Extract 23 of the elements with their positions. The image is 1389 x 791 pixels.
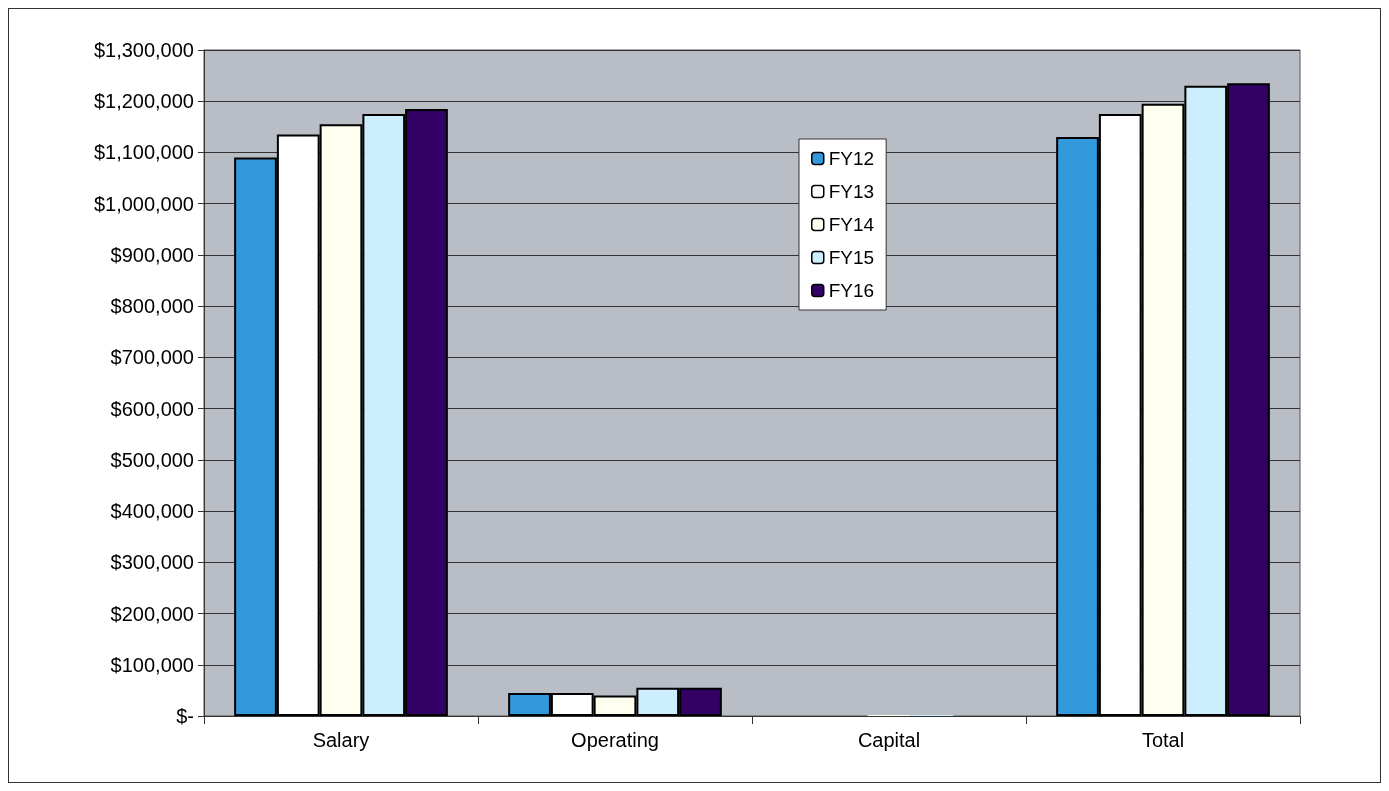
y-tick-label: $1,000,000 xyxy=(93,192,194,215)
y-tick-label: $200,000 xyxy=(110,602,194,625)
legend-label: FY13 xyxy=(828,181,875,202)
y-tick-label: $300,000 xyxy=(110,551,194,574)
y-tick-label: $1,300,000 xyxy=(93,39,194,61)
legend-label: FY14 xyxy=(828,214,875,235)
legend-label: FY16 xyxy=(828,280,875,301)
y-tick-label: $1,100,000 xyxy=(93,141,194,164)
legend-label: FY12 xyxy=(828,148,875,169)
y-tick-label: $100,000 xyxy=(110,653,194,676)
y-tick-label: $- xyxy=(176,705,194,727)
y-tick-label: $600,000 xyxy=(110,397,194,420)
x-tick-label: Operating xyxy=(571,729,659,751)
x-tick-label: Salary xyxy=(312,729,370,751)
x-tick-label: Capital xyxy=(857,729,921,751)
x-tick-label: Total xyxy=(1141,729,1185,751)
y-tick-label: $700,000 xyxy=(110,346,194,369)
legend-label: FY15 xyxy=(828,247,875,268)
y-tick-label: $1,200,000 xyxy=(93,90,194,113)
y-tick-label: $800,000 xyxy=(110,295,194,318)
y-tick-label: $900,000 xyxy=(110,243,194,266)
y-tick-label: $400,000 xyxy=(110,500,194,523)
y-tick-label: $500,000 xyxy=(110,448,194,471)
